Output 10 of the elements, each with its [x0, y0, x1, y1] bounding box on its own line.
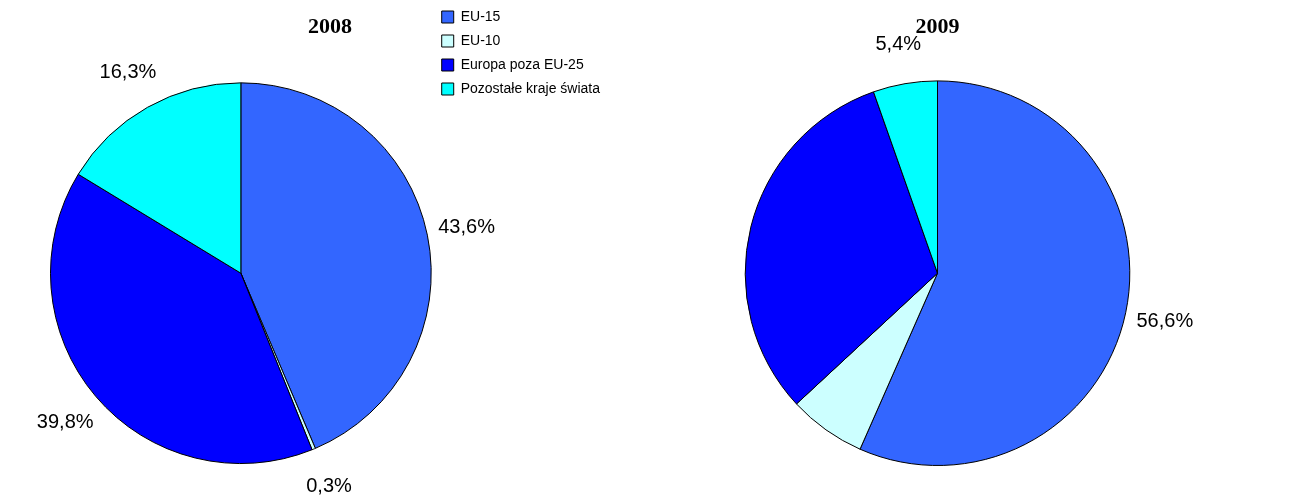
data-label: 39,8% [36, 409, 94, 432]
legend-label: EU-15 [460, 7, 501, 24]
data-label: 16,3% [99, 59, 157, 82]
legend-label: Pozostałe kraje świata [460, 79, 601, 96]
data-label: 0,3% [306, 473, 353, 496]
chart-title: 2008 [308, 12, 352, 38]
legend-label: Europa poza EU-25 [460, 55, 584, 72]
legend-label: EU-10 [460, 31, 501, 48]
data-label: 56,6% [1136, 308, 1194, 331]
data-label: 43,6% [438, 214, 496, 237]
